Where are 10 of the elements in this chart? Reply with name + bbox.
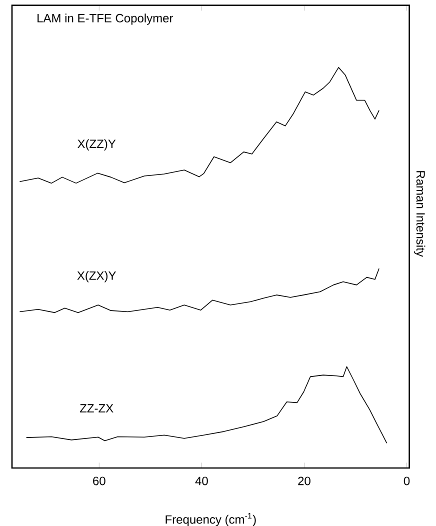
x-tick-label: 40 — [195, 476, 208, 486]
chart-title: LAM in E-TFE Copolymer — [38, 14, 174, 25]
y-axis-title: Raman Intensity — [414, 171, 426, 257]
x-tick-label: 0 — [404, 476, 410, 486]
text: X(ZZ)Y — [78, 139, 116, 150]
text: X(ZX)Y — [77, 271, 116, 282]
x-tick-label: 20 — [298, 476, 310, 486]
x-tick-label: 60 — [93, 476, 106, 486]
x-axis-title: Frequency (cm$^{-1}$) — [166, 513, 256, 526]
text: ZZ-ZX — [80, 404, 114, 412]
